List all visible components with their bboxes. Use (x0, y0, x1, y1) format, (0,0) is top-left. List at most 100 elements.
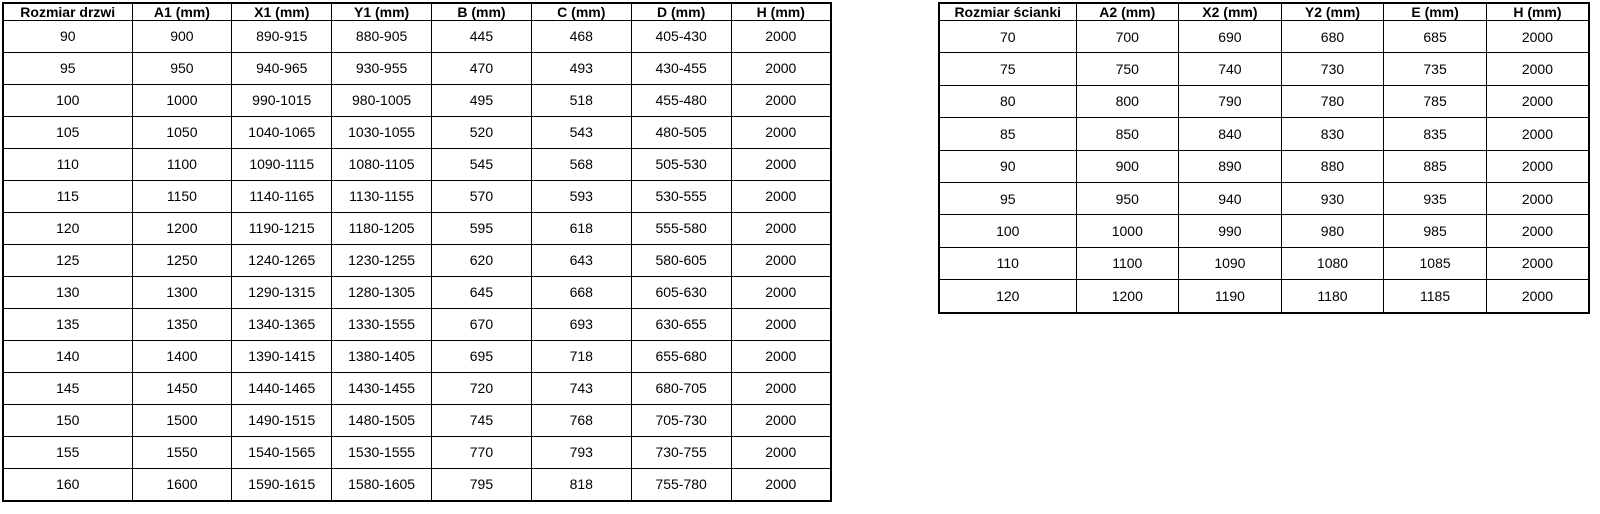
table-cell: 85 (938, 117, 1077, 151)
table-cell: 1440-1465 (231, 371, 333, 405)
table-cell: 2000 (730, 20, 832, 53)
table-cell: 1000 (131, 83, 233, 117)
table-cell: 95 (938, 181, 1077, 216)
table-cell: 1290-1315 (231, 275, 333, 309)
table-cell: 530-555 (630, 179, 732, 213)
table-cell: 980-1005 (331, 83, 433, 117)
table-row: 95 950 940-965 930-955 470 493 430-455 2000 (2, 51, 832, 85)
table-cell: 555-580 (630, 211, 732, 245)
table-row: 150 1500 1490-1515 1480-1505 745 768 705-730 20… (2, 403, 832, 437)
table-cell: 630-655 (630, 307, 732, 341)
table-cell: 800 (1075, 84, 1180, 119)
table-row: 95 950 940 930 935 2000 (938, 181, 1590, 216)
table-cell: 1580-1605 (331, 467, 433, 502)
table-cell: 2000 (730, 115, 832, 149)
header-row: Rozmiar drzwi A1 (mm) X1 (mm) Y1 (mm) B (mm)… (2, 2, 832, 21)
column-header: A1 (mm) (131, 2, 233, 21)
table-cell: 705-730 (630, 403, 732, 437)
table-cell: 430-455 (630, 51, 732, 85)
table-row: 90 900 890 880 885 2000 (938, 149, 1590, 183)
table-cell: 570 (431, 179, 532, 213)
table-row: 155 1550 1540-1565 1530-1555 770 793 730-755 20… (2, 435, 832, 469)
table-cell: 2000 (1485, 214, 1590, 248)
table-cell: 940 (1178, 181, 1282, 216)
table-cell: 1390-1415 (231, 339, 333, 373)
table-row: 130 1300 1290-1315 1280-1305 645 668 605-630 20… (2, 275, 832, 309)
table-cell: 520 (431, 115, 532, 149)
table-cell: 1490-1515 (231, 403, 333, 437)
table-row: 100 1000 990 980 985 2000 (938, 214, 1590, 248)
table-row: 70 700 690 680 685 2000 (938, 19, 1590, 54)
table-cell: 545 (431, 147, 532, 181)
table-cell: 2000 (730, 307, 832, 341)
table-cell: 110 (938, 246, 1077, 281)
table-cell: 2000 (730, 147, 832, 181)
table-cell: 518 (530, 83, 632, 117)
table-cell: 1090-1115 (231, 147, 333, 181)
table-cell: 818 (530, 467, 632, 502)
table-cell: 1530-1555 (331, 435, 433, 469)
table-cell: 885 (1383, 149, 1487, 183)
table-cell: 745 (431, 403, 532, 437)
table-cell: 790 (1178, 84, 1282, 119)
column-header: C (mm) (530, 2, 632, 21)
table-row: 100 1000 990-1015 980-1005 495 518 455-480 2000 (2, 83, 832, 117)
table-cell: 135 (2, 307, 133, 341)
table-cell: 405-430 (630, 20, 732, 53)
table-cell: 680-705 (630, 371, 732, 405)
table-cell: 100 (2, 83, 133, 117)
table-cell: 880 (1280, 149, 1385, 183)
table-cell: 468 (530, 20, 632, 53)
table-cell: 680 (1280, 19, 1385, 54)
table-cell: 930 (1280, 181, 1385, 216)
table-cell: 795 (431, 467, 532, 502)
table-cell: 2000 (1485, 279, 1590, 314)
table-cell: 730 (1280, 52, 1385, 86)
table-cell: 930-955 (331, 51, 433, 85)
table-cell: 793 (530, 435, 632, 469)
table-cell: 2000 (1485, 84, 1590, 119)
table-cell: 890-915 (231, 20, 333, 53)
table-cell: 100 (938, 214, 1077, 248)
table-cell: 718 (530, 339, 632, 373)
table-cell: 120 (2, 211, 133, 245)
table-cell: 695 (431, 339, 532, 373)
column-header: A2 (mm) (1075, 2, 1180, 21)
table-row: 140 1400 1390-1415 1380-1405 695 718 655-680 20… (2, 339, 832, 373)
table-cell: 1340-1365 (231, 307, 333, 341)
table-cell: 1550 (131, 435, 233, 469)
table-cell: 505-530 (630, 147, 732, 181)
table-cell: 980 (1280, 214, 1385, 248)
table-cell: 2000 (730, 371, 832, 405)
table-cell: 655-680 (630, 339, 732, 373)
table-cell: 145 (2, 371, 133, 405)
table-cell: 1400 (131, 339, 233, 373)
table-cell: 850 (1075, 117, 1180, 151)
table-cell: 455-480 (630, 83, 732, 117)
table-cell: 1080-1105 (331, 147, 433, 181)
table-cell: 740 (1178, 52, 1282, 86)
table-cell: 480-505 (630, 115, 732, 149)
column-header: X1 (mm) (231, 2, 333, 21)
table-cell: 950 (1075, 181, 1180, 216)
table-cell: 75 (938, 52, 1077, 86)
table-cell: 1240-1265 (231, 243, 333, 277)
table-cell: 580-605 (630, 243, 732, 277)
table-cell: 1190-1215 (231, 211, 333, 245)
table-row: 125 1250 1240-1265 1230-1255 620 643 580-605 20… (2, 243, 832, 277)
table-row: 80 800 790 780 785 2000 (938, 84, 1590, 119)
table-cell: 950 (131, 51, 233, 85)
table-cell: 1050 (131, 115, 233, 149)
table-cell: 568 (530, 147, 632, 181)
table-cell: 835 (1383, 117, 1487, 151)
table-cell: 543 (530, 115, 632, 149)
table-row: 120 1200 1190 1180 1185 2000 (938, 279, 1590, 314)
table-cell: 730-755 (630, 435, 732, 469)
table-cell: 2000 (730, 467, 832, 502)
door-sizes-table: Rozmiar drzwi A1 (mm) X1 (mm) Y1 (mm) B (mm)… (2, 2, 832, 502)
table-cell: 685 (1383, 19, 1487, 54)
table-cell: 1200 (131, 211, 233, 245)
table-cell: 70 (938, 19, 1077, 54)
table-row: 105 1050 1040-1065 1030-1055 520 543 480-505 20… (2, 115, 832, 149)
table-cell: 935 (1383, 181, 1487, 216)
